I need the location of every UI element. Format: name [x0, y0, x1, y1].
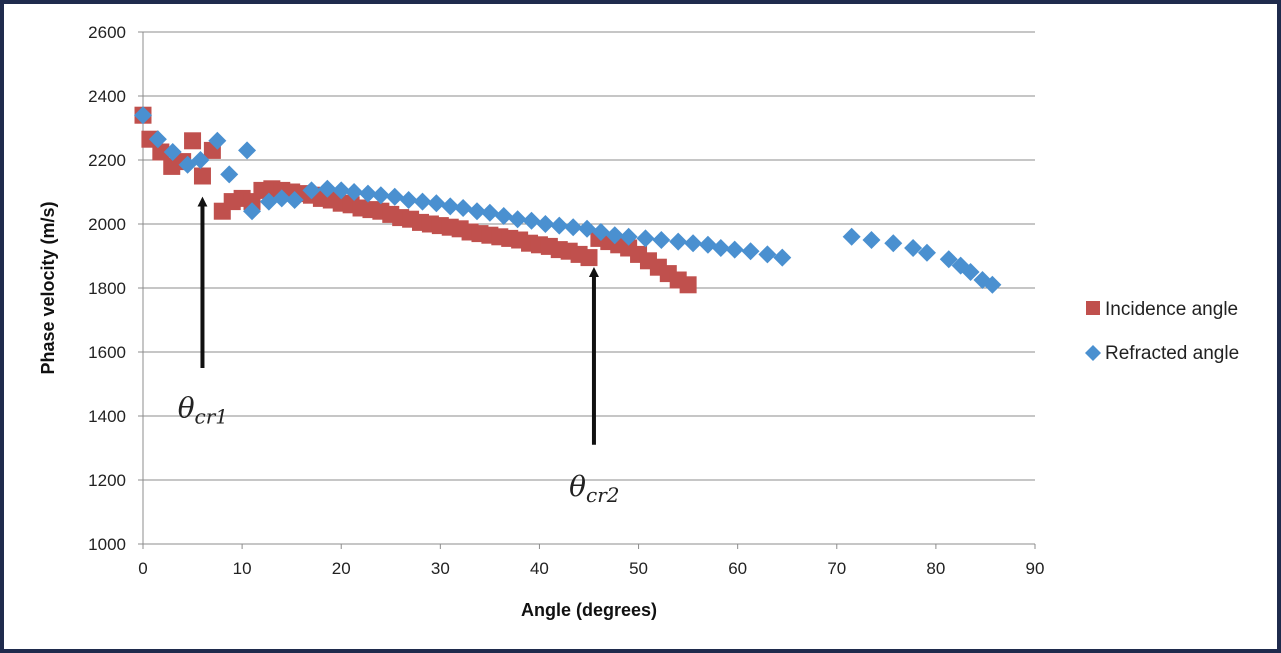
refracted-point-55 [983, 275, 1002, 294]
refracted-point-22 [441, 197, 460, 216]
refracted-point-53 [961, 263, 980, 281]
annotations: θcr1 θcr2 [178, 196, 620, 507]
y-tick-label-2600: 2600 [88, 23, 126, 42]
refracted-point-0 [134, 106, 152, 125]
refracted-point-17 [371, 186, 390, 205]
refracted-point-12 [302, 181, 321, 200]
refracted-point-13 [318, 179, 337, 198]
refracted-point-23 [454, 199, 473, 217]
refracted-point-50 [917, 243, 936, 262]
y-tick-label-1600: 1600 [88, 343, 126, 362]
refracted-point-26 [494, 207, 513, 225]
legend-marker-incidence [1086, 301, 1100, 315]
x-axis-title: Angle (degrees) [521, 600, 657, 620]
x-tick-label-80: 80 [926, 559, 945, 578]
refracted-point-4 [191, 151, 210, 169]
refracted-point-48 [884, 234, 903, 253]
incidence-point-55 [679, 276, 697, 294]
refracted-point-20 [413, 192, 432, 211]
refracted-point-5 [208, 131, 227, 150]
legend-label-refracted: Refracted angle [1105, 343, 1239, 364]
annotation-label-2: θcr2 [569, 470, 619, 507]
refracted-point-18 [385, 187, 404, 206]
refracted-point-43 [741, 242, 760, 261]
annotation-label-1: θcr1 [178, 392, 228, 429]
refracted-point-19 [399, 191, 418, 209]
x-tick-label-90: 90 [1026, 559, 1045, 578]
refracted-point-33 [591, 223, 610, 241]
refracted-point-36 [636, 229, 655, 248]
y-tick-label-2400: 2400 [88, 87, 126, 106]
incidence-point-2 [152, 143, 170, 161]
refracted-point-38 [669, 232, 688, 251]
legend-marker-refracted [1085, 345, 1101, 361]
y-tick-label-1400: 1400 [88, 407, 126, 426]
x-tick-label-20: 20 [332, 559, 351, 578]
refracted-point-49 [904, 239, 923, 257]
refracted-point-10 [272, 189, 291, 208]
refracted-point-24 [468, 202, 487, 221]
refracted-point-29 [536, 215, 555, 233]
refracted-point-46 [842, 227, 861, 246]
y-tick-label-1800: 1800 [88, 279, 126, 298]
tick-labels: 1000 1200 1400 1600 1800 2000 2200 2400 2600 0 10 2… [88, 23, 1044, 578]
refracted-point-44 [758, 245, 777, 264]
y-tick-label-1200: 1200 [88, 471, 126, 490]
x-tick-label-30: 30 [431, 559, 450, 578]
phase-velocity-chart: 1000 1200 1400 1600 1800 2000 2200 2400 2600 0 10 2… [38, 23, 1239, 620]
series-refracted [134, 106, 1002, 294]
y-tick-label-2000: 2000 [88, 215, 126, 234]
y-axis-title: Phase velocity (m/s) [38, 201, 58, 374]
refracted-point-7 [238, 141, 257, 160]
refracted-point-47 [862, 231, 881, 249]
refracted-point-30 [550, 216, 569, 235]
refracted-point-16 [358, 184, 377, 203]
refracted-point-37 [652, 231, 671, 249]
refracted-point-35 [619, 227, 638, 246]
y-tick-label-1000: 1000 [88, 535, 126, 554]
refracted-point-1 [148, 130, 167, 149]
x-tick-label-60: 60 [728, 559, 747, 578]
refracted-point-6 [220, 165, 239, 184]
refracted-point-31 [564, 218, 583, 237]
refracted-point-40 [698, 235, 717, 254]
x-tick-label-10: 10 [233, 559, 252, 578]
x-tick-label-40: 40 [530, 559, 549, 578]
x-tick-label-0: 0 [138, 559, 147, 578]
incidence-point-6 [193, 167, 211, 185]
refracted-point-21 [427, 194, 446, 213]
incidence-point-5 [184, 132, 202, 150]
refracted-point-39 [684, 234, 703, 253]
refracted-point-45 [773, 248, 792, 267]
refracted-point-2 [163, 143, 182, 161]
refracted-point-41 [711, 239, 730, 257]
axes [138, 31, 1036, 549]
refracted-point-11 [285, 191, 304, 209]
refracted-point-42 [725, 240, 744, 259]
y-tick-label-2200: 2200 [88, 151, 126, 170]
refracted-point-32 [578, 219, 597, 238]
x-tick-label-50: 50 [629, 559, 648, 578]
legend: Incidence angle Refracted angle [1085, 299, 1239, 364]
data-points [134, 106, 1002, 294]
legend-label-incidence: Incidence angle [1105, 299, 1238, 320]
refracted-point-8 [243, 202, 262, 221]
series-incidence [134, 106, 697, 294]
refracted-point-34 [605, 226, 624, 245]
refracted-point-15 [345, 183, 364, 201]
refracted-point-51 [939, 250, 958, 269]
refracted-point-28 [522, 211, 541, 230]
refracted-point-25 [480, 203, 499, 222]
refracted-point-14 [332, 181, 351, 200]
incidence-point-45 [580, 249, 598, 267]
x-tick-label-70: 70 [827, 559, 846, 578]
refracted-point-27 [508, 210, 527, 229]
refracted-point-9 [259, 192, 278, 211]
